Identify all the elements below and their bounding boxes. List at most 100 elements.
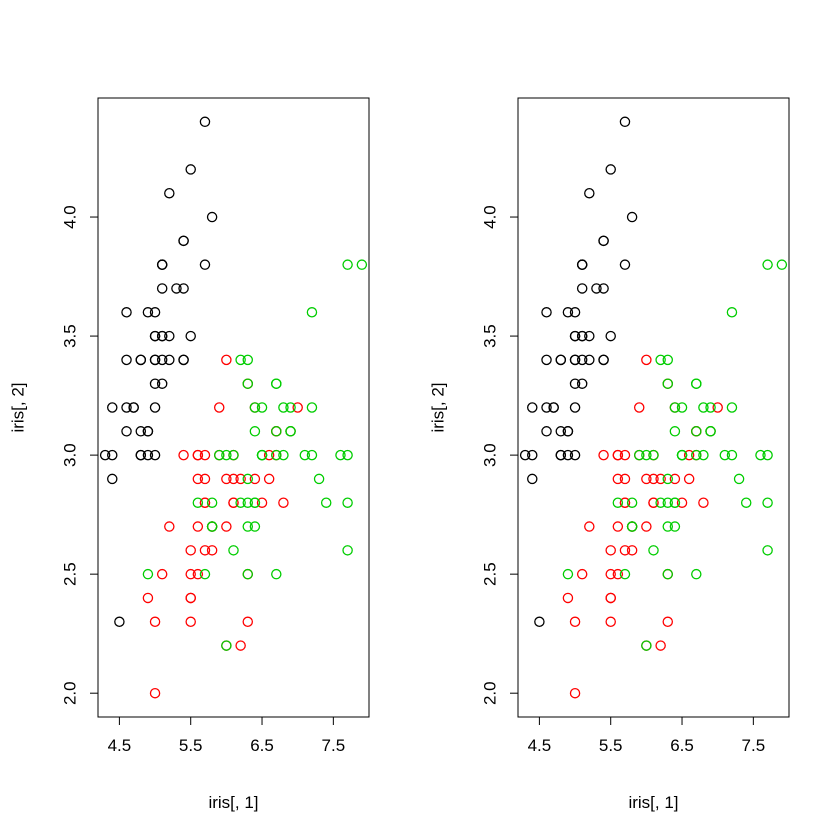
series-group — [519, 116, 638, 628]
data-point — [548, 402, 559, 413]
data-point — [135, 354, 147, 366]
data-point — [655, 354, 666, 366]
data-point — [249, 473, 261, 485]
data-point — [569, 330, 581, 342]
data-point — [192, 473, 204, 485]
y-axis-label: iris[, 2] — [429, 382, 448, 432]
data-point — [641, 354, 652, 366]
data-point — [562, 307, 574, 318]
data-point — [662, 497, 674, 508]
data-point — [342, 545, 353, 556]
x-axis-label: iris[, 1] — [208, 793, 258, 812]
series-group — [562, 259, 788, 651]
data-point — [306, 449, 318, 461]
data-point — [342, 259, 353, 270]
data-point — [192, 449, 204, 461]
data-point — [562, 449, 574, 461]
data-point — [762, 259, 773, 270]
data-point — [235, 497, 246, 508]
data-point — [149, 449, 161, 461]
data-point — [242, 473, 254, 485]
data-point — [178, 283, 189, 294]
x-tick-label: 6.5 — [670, 736, 694, 755]
data-point — [235, 354, 246, 366]
data-point — [242, 521, 254, 532]
data-point — [228, 473, 239, 485]
y-tick-label: 2.0 — [481, 681, 500, 705]
data-point — [213, 449, 225, 461]
data-point — [185, 616, 196, 628]
data-point — [541, 426, 552, 437]
data-point — [320, 497, 332, 508]
x-tick-label: 4.5 — [528, 736, 552, 755]
data-point — [555, 449, 567, 461]
data-point — [648, 545, 659, 556]
series-group — [142, 259, 368, 651]
data-point — [299, 449, 311, 461]
data-point — [569, 449, 581, 461]
data-point — [249, 497, 261, 508]
y-tick-label: 3.5 — [481, 324, 500, 348]
data-point — [698, 402, 709, 413]
data-point — [263, 473, 275, 485]
data-point — [199, 568, 211, 580]
data-point — [107, 449, 118, 461]
data-point — [206, 497, 218, 508]
data-point — [691, 378, 702, 389]
data-point — [619, 568, 631, 580]
data-point — [598, 449, 609, 461]
data-point — [691, 568, 702, 580]
data-point — [221, 449, 232, 461]
data-point — [569, 307, 581, 318]
data-point — [278, 402, 289, 413]
data-point — [726, 402, 738, 413]
data-point — [278, 449, 289, 461]
data-point — [669, 426, 681, 437]
data-point — [199, 497, 211, 508]
data-point — [228, 497, 239, 508]
y-tick-label: 3.0 — [481, 443, 500, 467]
data-point — [206, 521, 218, 532]
data-point — [242, 568, 254, 580]
data-point — [192, 497, 204, 508]
data-point — [99, 449, 111, 461]
data-point — [576, 283, 588, 294]
series-group — [99, 116, 218, 628]
y-tick-label: 4.0 — [61, 205, 80, 229]
data-point — [662, 354, 674, 366]
data-point — [527, 473, 538, 485]
data-point — [576, 354, 588, 366]
data-point — [185, 545, 196, 556]
data-point — [676, 449, 688, 461]
x-tick-label: 5.5 — [179, 736, 203, 755]
data-point — [221, 640, 232, 651]
data-point — [655, 473, 666, 485]
y-tick-label: 2.5 — [61, 562, 80, 586]
data-point — [605, 330, 616, 342]
data-point — [555, 426, 567, 437]
data-point — [562, 568, 574, 580]
data-point — [648, 449, 659, 461]
data-point — [519, 449, 531, 461]
data-point — [641, 521, 652, 532]
data-point — [612, 449, 624, 461]
data-point — [584, 330, 595, 342]
data-point — [605, 592, 616, 604]
data-point — [726, 449, 738, 461]
data-point — [192, 568, 204, 580]
data-point — [619, 116, 631, 128]
data-point — [569, 687, 581, 699]
data-point — [149, 354, 161, 366]
x-tick-label: 7.5 — [742, 736, 766, 755]
data-point — [142, 568, 154, 580]
data-point — [691, 426, 702, 437]
data-point — [612, 473, 624, 485]
data-point — [698, 449, 709, 461]
data-point — [142, 307, 154, 318]
data-point — [171, 283, 182, 294]
data-point — [285, 402, 296, 413]
data-point — [149, 616, 161, 628]
data-point — [541, 354, 552, 366]
data-point — [271, 568, 282, 580]
